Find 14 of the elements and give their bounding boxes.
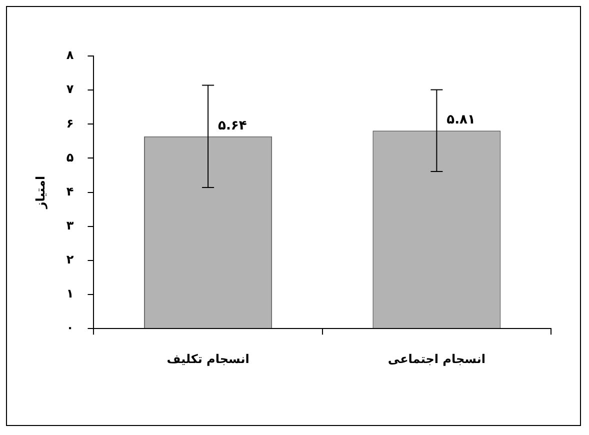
y-tick-label: ۴ <box>66 184 74 198</box>
y-tick-label: ۷ <box>66 82 74 96</box>
y-tick-label: ۳ <box>66 218 74 232</box>
y-tick-label: ۲ <box>66 252 74 267</box>
y-tick-label: ۶ <box>66 116 74 130</box>
y-axis-title: امتیاز <box>33 176 48 210</box>
y-tick-label: ۰ <box>66 320 74 335</box>
x-tick-label: انسجام اجتماعی <box>388 352 486 366</box>
y-tick-label: ۸ <box>66 48 74 62</box>
y-tick-label: ۱ <box>66 286 74 301</box>
data-label: ۵.۸۱ <box>446 112 476 128</box>
x-tick-label: انسجام تکلیف <box>166 352 250 366</box>
data-label: ۵.۶۴ <box>218 118 247 134</box>
y-tick-label: ۵ <box>66 150 74 164</box>
